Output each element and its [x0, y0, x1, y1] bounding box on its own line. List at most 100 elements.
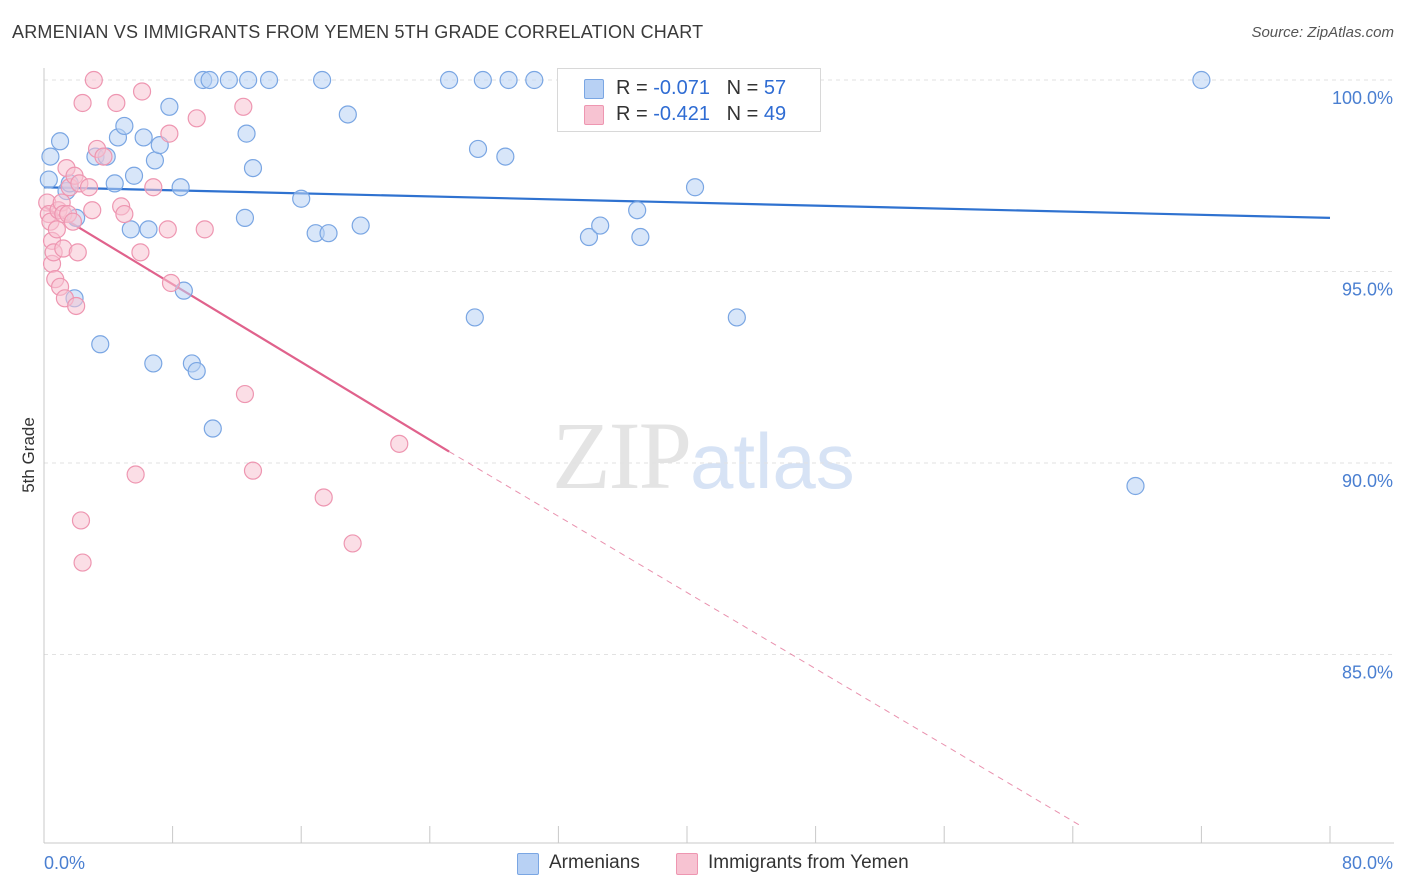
armenians-point — [105, 174, 124, 193]
x-tick-label: 80.0% — [1342, 853, 1393, 873]
watermark-atlas: atlas — [690, 417, 855, 505]
tick-labels: 100.0% 95.0% 90.0% 85.0% 0.0% 80.0% 5th Grade — [19, 88, 1393, 873]
armenians-trend-line — [43, 186, 1331, 219]
yemen-point — [314, 488, 333, 507]
legend-n-label: N = — [726, 103, 764, 125]
armenians-point — [115, 116, 134, 136]
yemen-point — [67, 296, 86, 316]
yemen-point — [343, 534, 362, 553]
yemen-point — [390, 434, 409, 453]
armenians-swatch — [517, 853, 539, 875]
yemen-point — [161, 273, 181, 293]
armenians-point — [41, 147, 60, 166]
armenians-point — [351, 216, 370, 235]
yemen-point — [73, 553, 92, 572]
armenians-point — [727, 308, 746, 327]
armenians-point — [1126, 476, 1145, 496]
yemen-point — [94, 147, 113, 166]
legend-swatch-blue — [584, 79, 604, 99]
legend-n-value: 57 — [763, 77, 787, 99]
armenians-point — [139, 220, 158, 239]
armenians-point — [499, 70, 518, 90]
armenians-point — [187, 361, 206, 381]
chart-title: ARMENIAN VS IMMIGRANTS FROM YEMEN 5TH GR… — [12, 22, 704, 42]
armenians-point — [243, 158, 263, 178]
armenians-point — [50, 132, 70, 151]
yemen-point — [83, 201, 102, 220]
yemen-point — [63, 212, 83, 231]
armenians-point — [312, 70, 332, 90]
y-axis-title: 5th Grade — [19, 417, 38, 493]
armenians-point — [628, 201, 647, 220]
armenians-point — [144, 354, 163, 373]
armenians-point — [465, 308, 484, 327]
legend-r-label: R = — [616, 77, 654, 99]
armenians-point — [631, 227, 650, 247]
armenians-point — [439, 70, 459, 90]
yemen-point — [187, 109, 206, 128]
source-label: Source: ZipAtlas.com — [1251, 24, 1394, 41]
yemen-point — [144, 178, 163, 197]
axes — [43, 68, 1394, 844]
yemen-point — [126, 465, 145, 484]
watermark: ZIPatlas — [552, 400, 855, 511]
yemen-point — [115, 204, 134, 224]
legend-r-label: R = — [616, 103, 654, 125]
armenians-point — [319, 224, 338, 243]
yemen-point — [71, 511, 91, 530]
armenians-point — [134, 128, 153, 147]
armenians-point — [468, 139, 488, 159]
armenians-point — [292, 189, 311, 208]
legend-n-value: 49 — [763, 103, 787, 125]
armenians-point — [91, 335, 110, 354]
yemen-point — [235, 384, 255, 404]
x-tick-label: 0.0% — [44, 853, 85, 873]
armenians-point — [473, 70, 492, 90]
armenians-point — [1192, 70, 1211, 90]
yemen-point — [107, 93, 126, 113]
armenians-point — [200, 70, 219, 90]
y-tick-label: 90.0% — [1342, 471, 1393, 491]
armenians-point — [39, 170, 58, 189]
armenians-point — [259, 70, 279, 90]
y-tick-label: 100.0% — [1332, 88, 1393, 108]
stats-legend: R = -0.071 N = 57 R = -0.421 N = 49 — [557, 68, 821, 132]
y-tick-label: 95.0% — [1342, 280, 1393, 300]
yemen-point — [234, 97, 253, 116]
y-tick-label: 85.0% — [1342, 663, 1393, 683]
yemen-point — [131, 243, 150, 262]
armenians-point — [239, 70, 258, 90]
yemen-trend-line — [43, 205, 450, 453]
armenians-point — [235, 208, 255, 227]
legend-swatch-pink — [584, 105, 604, 125]
armenians-point — [145, 151, 165, 170]
armenians-point — [219, 70, 238, 90]
yemen-point — [132, 82, 152, 101]
legend-r-value: -0.071 — [653, 77, 710, 99]
armenians-point — [171, 178, 190, 197]
armenians-point — [579, 227, 599, 247]
armenians-point — [160, 97, 179, 116]
watermark-zip: ZIP — [552, 402, 692, 509]
yemen-point — [73, 93, 92, 113]
armenians-point — [121, 220, 140, 239]
armenians-label: Armenians — [549, 852, 640, 873]
data-points — [38, 70, 1211, 572]
yemen-point — [195, 220, 214, 239]
armenians-point — [338, 105, 357, 124]
legend-n-label: N = — [726, 77, 764, 99]
yemen-point — [158, 220, 177, 239]
yemen-trend-extension — [448, 451, 1083, 828]
armenians-point — [591, 216, 610, 235]
yemen-point — [160, 124, 179, 143]
trend-lines — [43, 186, 1331, 828]
yemen-point — [79, 178, 99, 197]
yemen-swatch — [676, 853, 698, 875]
yemen-point — [47, 220, 66, 239]
legend-r-value: -0.421 — [653, 103, 710, 125]
armenians-point — [237, 124, 256, 143]
armenians-point — [685, 178, 705, 197]
yemen-point — [243, 461, 263, 480]
armenians-point — [496, 147, 515, 166]
yemen-label: Immigrants from Yemen — [708, 852, 909, 873]
